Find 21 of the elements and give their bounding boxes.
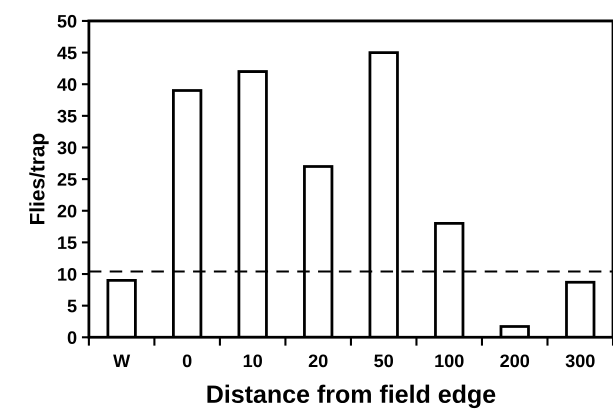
- x-tick-label: 50: [374, 354, 393, 368]
- x-tick-label: 0: [182, 354, 192, 368]
- y-tick-label: 20: [58, 204, 76, 218]
- y-tick-label: 45: [57, 46, 77, 60]
- y-tick-label: 15: [58, 236, 77, 250]
- y-tick-label: 50: [58, 14, 76, 28]
- x-tick-label: 100: [435, 354, 464, 368]
- x-tick-label: 20: [308, 354, 328, 368]
- y-tick-label: 35: [57, 110, 77, 123]
- y-tick-label: 0: [68, 331, 76, 344]
- x-tick-label: 200: [500, 354, 530, 368]
- y-tick-label: 10: [58, 268, 76, 281]
- x-axis-title: Distance from field edge: [207, 384, 496, 408]
- y-tick-label: 25: [58, 173, 77, 186]
- x-tick-label: W: [113, 354, 130, 368]
- y-tick-label: 30: [57, 141, 76, 154]
- x-tick-label: 10: [244, 354, 262, 368]
- y-tick-label: 40: [57, 78, 76, 91]
- y-axis-title: Flies/trap: [29, 134, 49, 224]
- x-tick-label: 300: [566, 354, 595, 368]
- y-tick-label: 5: [68, 300, 77, 312]
